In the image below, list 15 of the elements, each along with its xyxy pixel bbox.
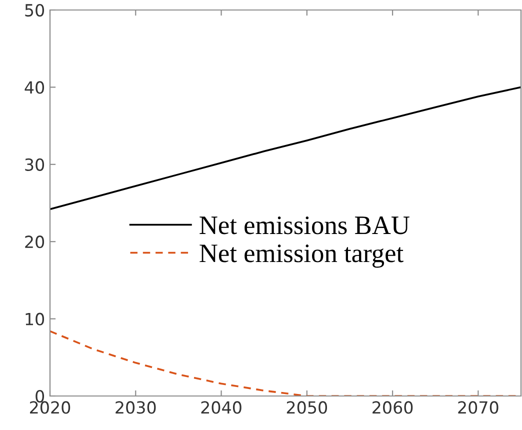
y-tick-label: 10	[26, 312, 44, 326]
y-tick-label: 20	[25, 236, 44, 248]
y-tick-label: 40	[24, 81, 44, 94]
legend-label: Net emissions BAU	[200, 216, 410, 234]
x-tick-label: 2020	[30, 401, 70, 414]
line-series	[50, 86, 521, 210]
x-tick-label: 2050	[286, 401, 328, 414]
y-tick-label: 50	[25, 4, 44, 17]
y-tick-label: 0	[36, 390, 44, 403]
y-tick-label: 30	[25, 158, 44, 171]
x-tick-label: 2060	[372, 401, 413, 414]
x-tick-label: 2040	[201, 401, 242, 414]
x-tick-label: 2070	[458, 401, 498, 414]
legend-label: Net emission target	[200, 244, 404, 268]
x-tick-label: 2030	[116, 401, 156, 414]
